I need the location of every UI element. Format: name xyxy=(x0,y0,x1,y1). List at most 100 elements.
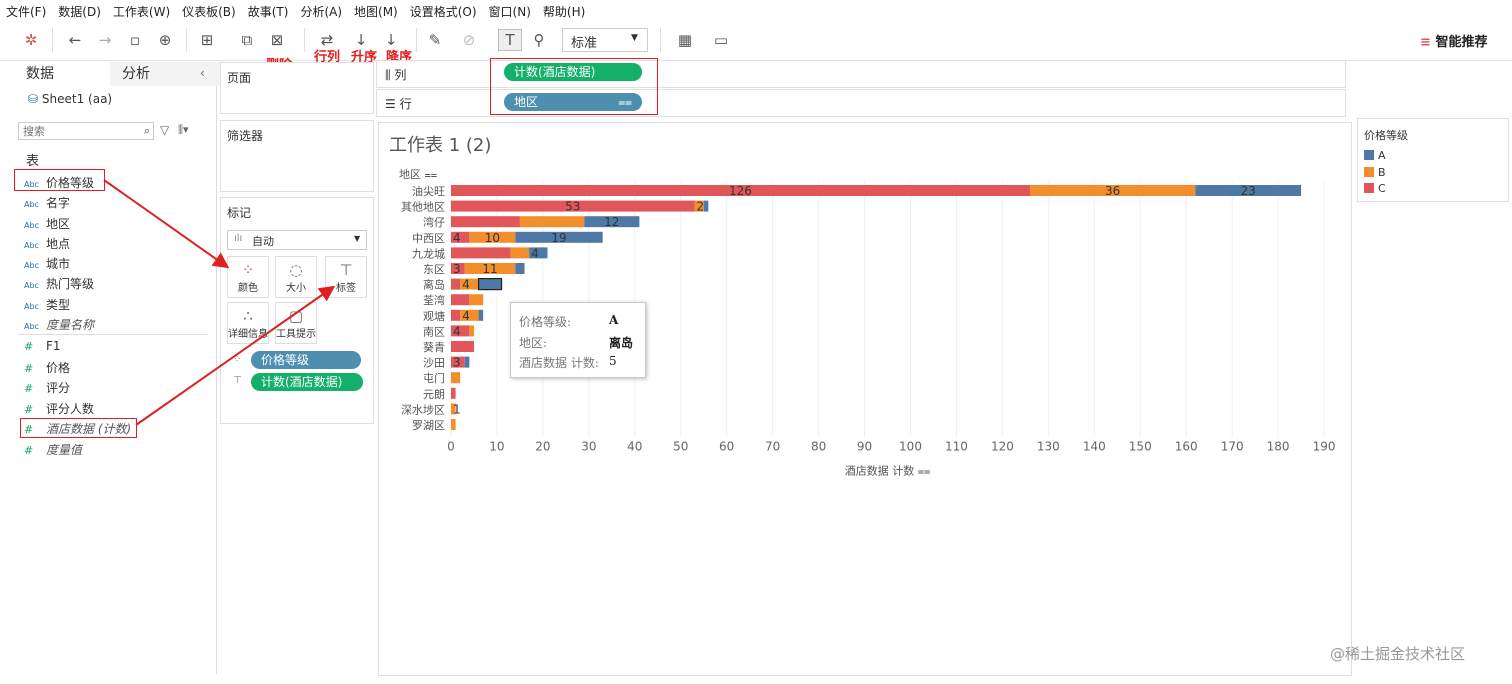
bar-segment xyxy=(529,247,548,259)
highlight-icon[interactable]: ✎ xyxy=(428,31,442,49)
field-city[interactable]: Abc 城市 xyxy=(24,255,70,272)
presentation-icon[interactable]: ▭ xyxy=(713,31,729,49)
new-datasource-icon[interactable]: ⊕ xyxy=(158,31,172,49)
tooltip-button[interactable]: ▢ 工具提示 xyxy=(275,302,317,344)
field-label: 价格等级 xyxy=(46,176,95,190)
label-pill[interactable]: 计数(酒店数据) xyxy=(251,373,363,391)
bar-segment xyxy=(451,263,465,274)
pin-axis-icon[interactable]: ⚲ xyxy=(533,31,545,49)
pages-card-title: 页面 xyxy=(227,71,252,85)
duplicate-sheet-icon[interactable]: ⧉ xyxy=(241,31,253,49)
field-price-level[interactable]: Abc 价格等级 xyxy=(24,174,94,191)
data-label: 3 xyxy=(453,262,461,276)
columns-pill[interactable]: 计数(酒店数据) xyxy=(504,63,642,81)
string-icon: Abc xyxy=(24,221,39,230)
menu-story[interactable]: 故事(T) xyxy=(247,5,289,19)
category-label: 东区 xyxy=(423,263,445,276)
color-button-label: 颜色 xyxy=(238,283,258,294)
category-label: 油尖旺 xyxy=(412,184,445,198)
search-input[interactable] xyxy=(18,122,154,140)
category-label: 荃湾 xyxy=(423,293,445,307)
field-type[interactable]: Abc 类型 xyxy=(24,296,70,313)
search-icon[interactable]: ⌕ xyxy=(144,124,151,137)
field-name[interactable]: Abc 名字 xyxy=(24,194,70,211)
field-measure-names[interactable]: Abc 度量名称 xyxy=(24,316,94,333)
rows-pill[interactable]: 地区 ⩵ xyxy=(504,93,642,111)
undo-icon[interactable]: ← xyxy=(68,31,82,49)
field-region[interactable]: Abc 地区 xyxy=(24,215,70,232)
group-icon[interactable]: ⊘ xyxy=(462,31,476,49)
label-button[interactable]: ⊤ 标签 xyxy=(325,256,367,298)
bar-chart: 工作表 1 (2)地区 ⩵0 10 20 30 40 50 60 70 80 90 100 110 12… xyxy=(389,135,1336,478)
field-label: 价格 xyxy=(46,361,71,375)
mark-type-select[interactable]: ılı 自动 ▼ xyxy=(227,230,367,250)
size-icon: ◌ xyxy=(289,261,303,279)
color-icon: ⁘ xyxy=(241,261,255,279)
number-icon: # xyxy=(24,444,34,457)
sort-ascending-icon[interactable]: ↓ xyxy=(354,31,368,49)
sort-descending-icon[interactable]: ↓ xyxy=(384,31,398,49)
save-icon[interactable]: ▫ xyxy=(129,31,141,49)
field-label: 热门等级 xyxy=(46,277,95,291)
tab-analysis[interactable]: 分析 xyxy=(110,62,228,86)
bar-segment xyxy=(451,185,1030,196)
view-options-icon[interactable]: ⫼▾ xyxy=(178,123,189,136)
field-label: F1 xyxy=(46,339,61,353)
legend-item-b[interactable]: B xyxy=(1364,166,1386,179)
field-popularity[interactable]: Abc 热门等级 xyxy=(24,275,94,292)
data-label: 4 xyxy=(531,246,539,260)
field-f1[interactable]: # F1 xyxy=(24,339,61,353)
field-hotel-count[interactable]: # 酒店数据 (计数) xyxy=(24,420,131,437)
collapse-icon[interactable]: ‹ xyxy=(200,66,205,80)
field-price[interactable]: # 价格 xyxy=(24,359,70,376)
fit-select[interactable]: 标准 ▼ xyxy=(562,28,648,52)
menu-format[interactable]: 设置格式(O) xyxy=(409,5,477,19)
field-rating[interactable]: # 评分 xyxy=(24,379,70,396)
color-button[interactable]: ⁘ 颜色 xyxy=(227,256,269,298)
string-icon: Abc xyxy=(24,261,39,270)
tableau-logo-icon[interactable]: ✲ xyxy=(24,31,38,49)
smart-recommend-button[interactable]: ≡ 智能推荐 xyxy=(1420,31,1487,50)
field-location[interactable]: Abc 地点 xyxy=(24,235,70,252)
x-tick-label: 100 xyxy=(899,440,922,454)
menu-data[interactable]: 数据(D) xyxy=(58,5,101,19)
sort-icon: ⩵ xyxy=(618,95,632,109)
menu-window[interactable]: 窗口(N) xyxy=(488,5,531,19)
menu-dashboard[interactable]: 仪表板(B) xyxy=(182,5,236,19)
menu-file[interactable]: 文件(F) xyxy=(6,5,47,19)
data-label: 4 xyxy=(462,309,470,323)
new-worksheet-icon[interactable]: ⊞ xyxy=(200,31,214,49)
pages-card[interactable]: 页面 xyxy=(220,62,374,114)
show-labels-icon[interactable]: T xyxy=(498,29,522,51)
rows-pill-label: 地区 xyxy=(514,95,539,109)
clear-sheet-icon[interactable]: ⊠ xyxy=(270,31,284,49)
filter-icon[interactable]: ▽ xyxy=(160,123,170,137)
field-measure-values[interactable]: # 度量值 xyxy=(24,441,82,458)
redo-icon[interactable]: → xyxy=(98,31,112,49)
legend-item-a[interactable]: A xyxy=(1364,149,1386,162)
show-cards-icon[interactable]: ▦ xyxy=(677,31,693,49)
menu-worksheet[interactable]: 工作表(W) xyxy=(112,5,171,19)
tab-data[interactable]: 数据 xyxy=(10,62,126,88)
menu-map[interactable]: 地图(M) xyxy=(354,5,398,19)
datasource[interactable]: ⛁ Sheet1 (aa) xyxy=(28,92,112,106)
detail-button[interactable]: ∴ 详细信息 xyxy=(227,302,269,344)
size-button[interactable]: ◌ 大小 xyxy=(275,256,317,298)
annotation-rowcol: 行列 xyxy=(314,50,341,65)
highlight-box-shelves xyxy=(490,58,658,115)
x-tick-label: 30 xyxy=(581,440,596,454)
columns-icon: ⫼ xyxy=(385,68,391,82)
legend-item-c[interactable]: C xyxy=(1364,182,1386,195)
field-label: 评分 xyxy=(46,381,71,395)
bar-segment xyxy=(460,309,479,321)
marks-card-title: 标记 xyxy=(227,206,252,220)
rows-shelf-label: ☰ 行 xyxy=(385,97,412,111)
menu-help[interactable]: 帮助(H) xyxy=(542,5,586,19)
y-axis-label: 地区 ⩵ xyxy=(399,168,437,181)
swap-rows-columns-icon[interactable]: ⇄ xyxy=(320,31,334,49)
menu-analysis[interactable]: 分析(A) xyxy=(300,5,343,19)
color-pill[interactable]: 价格等级 xyxy=(251,351,361,369)
filters-card[interactable]: 筛选器 xyxy=(220,120,374,192)
chart-icon: ≡ xyxy=(1420,35,1431,50)
field-rating-count[interactable]: # 评分人数 xyxy=(24,400,94,417)
